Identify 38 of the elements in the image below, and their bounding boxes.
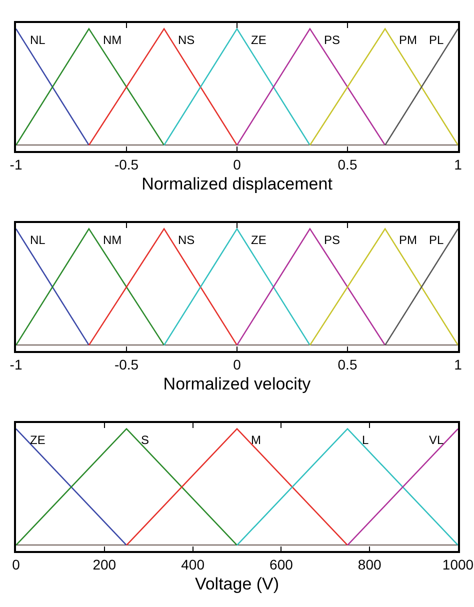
series-label: VL bbox=[429, 433, 444, 447]
x-tick-label: 400 bbox=[181, 556, 205, 573]
series-label: NS bbox=[178, 233, 195, 247]
x-tick-label: 0.5 bbox=[338, 356, 358, 373]
x-axis-title: Normalized displacement bbox=[142, 174, 333, 194]
series-label: NM bbox=[103, 233, 122, 247]
x-tick-label: 600 bbox=[270, 556, 294, 573]
x-tick-label: -1 bbox=[10, 156, 22, 173]
series-label: PL bbox=[429, 33, 444, 47]
x-tick-label: 0 bbox=[233, 356, 242, 373]
series-label: ZE bbox=[251, 233, 266, 247]
x-tick-label: 0.5 bbox=[338, 156, 358, 173]
series-label: L bbox=[362, 433, 369, 447]
x-tick-label: -0.5 bbox=[114, 156, 139, 173]
series-label: ZE bbox=[251, 33, 266, 47]
x-tick-label: 200 bbox=[92, 556, 116, 573]
x-tick-label: 1 bbox=[454, 156, 462, 173]
x-tick-label: 800 bbox=[358, 556, 382, 573]
series-label: NL bbox=[30, 33, 46, 47]
x-axis-title: Voltage (V) bbox=[194, 574, 280, 594]
series-label: M bbox=[251, 433, 261, 447]
series-label: PL bbox=[429, 233, 444, 247]
x-tick-label: -0.5 bbox=[114, 356, 139, 373]
x-tick-label: 0 bbox=[12, 556, 20, 573]
series-label: PM bbox=[399, 33, 418, 47]
series-label: PS bbox=[324, 233, 340, 247]
x-tick-label: 0 bbox=[233, 156, 242, 173]
series-label: PM bbox=[399, 233, 418, 247]
series-label: NL bbox=[30, 233, 46, 247]
series-label: NM bbox=[103, 33, 122, 47]
series-label: PS bbox=[324, 33, 340, 47]
x-tick-label: -1 bbox=[10, 356, 22, 373]
series-label: ZE bbox=[30, 433, 46, 447]
series-label: NS bbox=[178, 33, 195, 47]
x-tick-label: 1 bbox=[454, 356, 462, 373]
x-axis-title: Normalized velocity bbox=[163, 374, 312, 394]
x-tick-label: 1000 bbox=[442, 556, 474, 573]
series-label: S bbox=[141, 433, 150, 447]
